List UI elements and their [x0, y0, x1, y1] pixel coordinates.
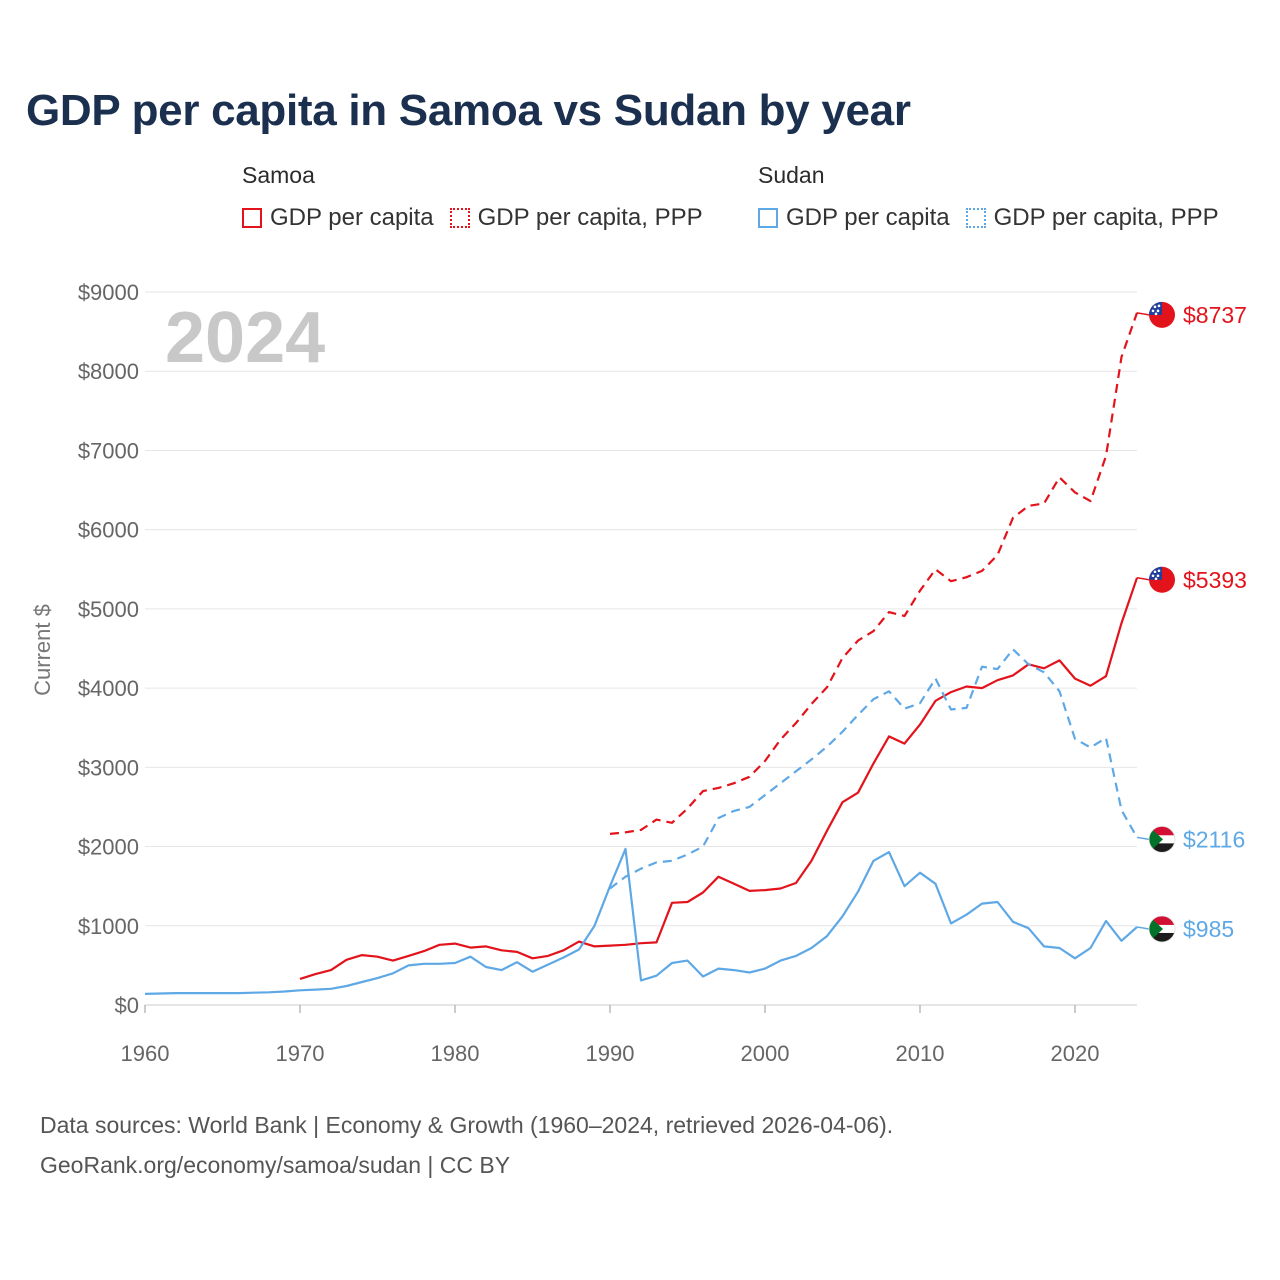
x-tick-label: 1990 — [586, 1041, 635, 1066]
samoa-flag-icon — [1149, 566, 1175, 593]
series-line-0 — [299, 577, 1139, 980]
legend-swatch — [449, 208, 470, 228]
series-lines — [144, 312, 1139, 995]
y-axis-label: Current $ — [30, 604, 55, 696]
legend-label: GDP per capita — [786, 204, 950, 231]
line-chart: 2024 $0 $1000 $2000 $3000 $4000 $5000 $6000 $70… — [30, 280, 1247, 1066]
end-value-label: $2116 — [1183, 826, 1245, 852]
y-tick-label: $2000 — [78, 835, 139, 860]
end-value-label: $5393 — [1183, 567, 1247, 593]
series-line-1 — [609, 312, 1139, 835]
x-tick-label: 2020 — [1051, 1041, 1100, 1066]
legend-group-name: Samoa — [242, 162, 315, 188]
y-tick-label: $7000 — [78, 438, 139, 463]
legend-item-samoa-ppp[interactable]: GDP per capita, PPP — [449, 204, 703, 232]
grid-lines — [145, 291, 1137, 1006]
legend-item-samoa-gdp[interactable]: GDP per capita — [242, 204, 434, 232]
footer-sources: Data sources: World Bank | Economy & Gro… — [40, 1112, 894, 1138]
x-tick-label: 1970 — [276, 1041, 325, 1066]
end-connector — [1136, 577, 1150, 581]
sudan-flag-icon — [1148, 825, 1176, 853]
x-tick-label: 2010 — [896, 1041, 945, 1066]
y-tick-label: $8000 — [78, 359, 139, 384]
footer-link[interactable]: GeoRank.org/economy/samoa/sudan | CC BY — [40, 1152, 511, 1178]
y-tick-label: $4000 — [78, 676, 139, 701]
legend-swatch — [965, 208, 986, 228]
legend-swatch — [242, 208, 262, 228]
year-watermark: 2024 — [165, 298, 325, 378]
legend-item-sudan-gdp[interactable]: GDP per capita — [758, 204, 950, 232]
x-tick-label: 2000 — [741, 1041, 790, 1066]
footer: Data sources: World Bank | Economy & Gro… — [40, 1105, 893, 1185]
legend-group-sudan: Sudan GDP per capita GDP per capita, PPP — [758, 162, 1235, 232]
y-tick-label: $5000 — [78, 597, 139, 622]
legend-group-samoa: Samoa GDP per capita GDP per capita, PPP — [242, 162, 719, 232]
end-connector — [1136, 312, 1150, 316]
end-value-label: $8737 — [1183, 302, 1247, 328]
legend-swatch — [758, 208, 778, 228]
series-line-2 — [144, 847, 1138, 995]
x-tick-label: 1960 — [121, 1041, 170, 1066]
legend-item-sudan-ppp[interactable]: GDP per capita, PPP — [965, 204, 1219, 232]
axes: $0 $1000 $2000 $3000 $4000 $5000 $6000 $7000 $80… — [78, 280, 1100, 1066]
x-tick-label: 1980 — [431, 1041, 480, 1066]
y-tick-label: $0 — [115, 993, 139, 1018]
end-connector — [1136, 926, 1150, 930]
y-tick-label: $6000 — [78, 518, 139, 543]
legend-group-name: Sudan — [758, 162, 825, 188]
page-title: GDP per capita in Samoa vs Sudan by year — [26, 86, 911, 135]
legend-label: GDP per capita, PPP — [993, 204, 1219, 231]
end-connector — [1136, 836, 1150, 841]
series-line-3 — [609, 648, 1138, 890]
legend-label: GDP per capita — [270, 204, 434, 231]
y-tick-label: $3000 — [78, 755, 139, 780]
end-value-label: $985 — [1183, 916, 1234, 942]
samoa-flag-icon — [1149, 301, 1175, 328]
y-tick-label: $9000 — [78, 280, 139, 305]
y-tick-label: $1000 — [78, 914, 139, 939]
legend-label: GDP per capita, PPP — [477, 204, 703, 231]
sudan-flag-icon — [1148, 915, 1176, 943]
end-labels: $5393 $8737 $985 $2116 — [1136, 301, 1247, 943]
